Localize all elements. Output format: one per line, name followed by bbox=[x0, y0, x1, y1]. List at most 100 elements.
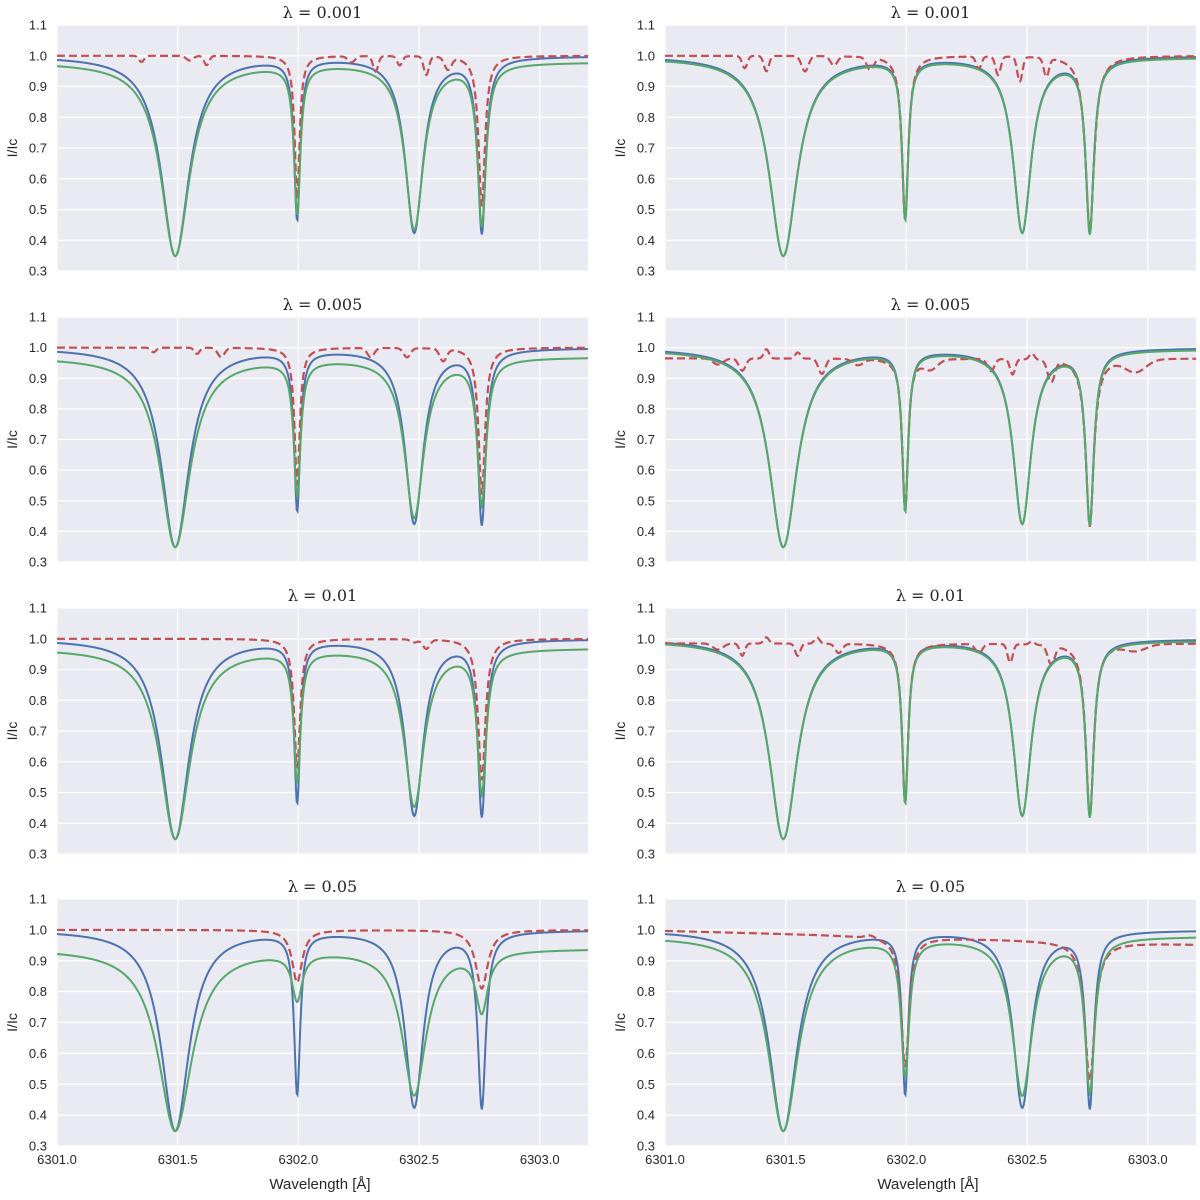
y-tick-label: 0.7 bbox=[637, 1015, 655, 1030]
series-line-2 bbox=[57, 54, 588, 207]
series-line-3 bbox=[57, 357, 588, 549]
y-tick-label: 0.7 bbox=[637, 432, 655, 447]
y-tick-label: 0.6 bbox=[29, 463, 47, 478]
series-line-1 bbox=[665, 930, 1196, 1133]
y-tick-label: 1.1 bbox=[29, 18, 47, 33]
panel-3: 0.3 0.4 0.5 0.6 0.7 0.8 0.9 1.0 1.1 λ = 0.005 I/Ic bbox=[4, 295, 588, 570]
y-tick-label: 0.7 bbox=[29, 432, 47, 447]
y-axis-label: I/Ic bbox=[612, 1013, 628, 1032]
y-tick-label: 0.8 bbox=[29, 693, 47, 708]
y-tick-label: 0.7 bbox=[29, 1015, 47, 1030]
y-tick-label: 0.6 bbox=[29, 171, 47, 186]
y-tick-label: 0.9 bbox=[637, 79, 655, 94]
y-tick-label: 0.8 bbox=[637, 401, 655, 416]
panel-2: 0.3 0.4 0.5 0.6 0.7 0.8 0.9 1.0 1.1 λ = 0.001 I/Ic bbox=[612, 3, 1196, 279]
y-tick-label: 1.1 bbox=[29, 310, 47, 325]
x-tick-label: 6302.5 bbox=[1007, 1152, 1047, 1167]
x-axis-label-left: Wavelength [Å] bbox=[210, 1176, 430, 1193]
y-tick-label: 0.9 bbox=[29, 953, 47, 968]
x-tick-label: 6301.0 bbox=[645, 1152, 685, 1167]
y-tick-label: 1.0 bbox=[29, 631, 47, 646]
y-tick-label: 0.3 bbox=[637, 264, 655, 279]
series-line-2 bbox=[57, 346, 588, 495]
series-line-2 bbox=[57, 637, 588, 781]
series-line-2 bbox=[665, 348, 1196, 528]
x-tick-label: 6302.5 bbox=[399, 1152, 439, 1167]
y-tick-label: 0.3 bbox=[637, 847, 655, 862]
y-axis-label: I/Ic bbox=[612, 430, 628, 449]
y-tick-label: 1.0 bbox=[29, 340, 47, 355]
x-tick-label: 6301.5 bbox=[766, 1152, 806, 1167]
y-tick-label: 0.6 bbox=[637, 754, 655, 769]
series-line-2 bbox=[665, 929, 1196, 1085]
series-line-3 bbox=[57, 62, 588, 258]
y-tick-label: 0.3 bbox=[637, 555, 655, 570]
y-tick-label: 0.5 bbox=[29, 1077, 47, 1092]
y-tick-label: 0.8 bbox=[637, 984, 655, 999]
panel-1: 0.3 0.4 0.5 0.6 0.7 0.8 0.9 1.0 1.1 λ = 0.001 I/Ic bbox=[4, 3, 588, 279]
y-tick-label: 1.1 bbox=[637, 892, 655, 907]
y-tick-label: 0.9 bbox=[29, 662, 47, 677]
y-tick-label: 0.9 bbox=[29, 371, 47, 386]
panel-title: λ = 0.05 bbox=[288, 877, 357, 896]
y-tick-label: 1.0 bbox=[29, 48, 47, 63]
panel-5: 0.3 0.4 0.5 0.6 0.7 0.8 0.9 1.0 1.1 λ = 0.01 I/Ic bbox=[4, 586, 588, 862]
x-tick-label: 6303.0 bbox=[520, 1152, 560, 1167]
series-line-1 bbox=[57, 639, 588, 841]
panel-title: λ = 0.001 bbox=[283, 3, 363, 22]
y-axis-label: I/Ic bbox=[4, 1013, 20, 1032]
y-tick-label: 1.1 bbox=[29, 892, 47, 907]
y-axis-label: I/Ic bbox=[4, 139, 20, 158]
panel-8: 0.3 0.4 0.5 0.6 0.7 0.8 0.9 1.0 1.1 6301.0 6301.5 6… bbox=[612, 877, 1196, 1167]
y-tick-label: 0.7 bbox=[637, 724, 655, 739]
y-tick-label: 1.0 bbox=[637, 48, 655, 63]
y-tick-label: 0.6 bbox=[637, 1046, 655, 1061]
panel-title: λ = 0.005 bbox=[283, 295, 363, 314]
y-tick-label: 0.5 bbox=[29, 493, 47, 508]
y-axis-label: I/Ic bbox=[4, 722, 20, 741]
y-tick-label: 0.5 bbox=[637, 493, 655, 508]
y-tick-label: 0.5 bbox=[29, 785, 47, 800]
y-tick-label: 0.7 bbox=[29, 141, 47, 156]
y-tick-label: 0.9 bbox=[29, 79, 47, 94]
y-tick-label: 0.4 bbox=[29, 524, 47, 539]
series-line-3 bbox=[665, 57, 1196, 258]
y-axis-label: I/Ic bbox=[4, 430, 20, 449]
series-line-3 bbox=[665, 640, 1196, 841]
series-line-3 bbox=[57, 648, 588, 841]
y-tick-label: 0.4 bbox=[29, 233, 47, 248]
y-tick-label: 0.8 bbox=[637, 693, 655, 708]
series-line-1 bbox=[57, 930, 588, 1133]
y-tick-label: 1.0 bbox=[637, 631, 655, 646]
y-tick-label: 0.6 bbox=[637, 463, 655, 478]
y-tick-label: 0.8 bbox=[637, 110, 655, 125]
x-axis-label-left-text: Wavelength [Å] bbox=[269, 1176, 371, 1193]
y-tick-label: 0.7 bbox=[29, 724, 47, 739]
x-tick-label: 6302.0 bbox=[886, 1152, 926, 1167]
x-tick-label: 6301.5 bbox=[158, 1152, 198, 1167]
y-tick-label: 0.8 bbox=[29, 984, 47, 999]
y-tick-label: 1.1 bbox=[29, 601, 47, 616]
y-tick-label: 0.5 bbox=[637, 202, 655, 217]
y-tick-label: 0.3 bbox=[29, 264, 47, 279]
series-line-3 bbox=[665, 349, 1196, 549]
panel-title: λ = 0.01 bbox=[896, 586, 965, 605]
panel-6: 0.3 0.4 0.5 0.6 0.7 0.8 0.9 1.0 1.1 λ = 0.01 I/Ic bbox=[612, 586, 1196, 862]
y-tick-label: 0.9 bbox=[637, 371, 655, 386]
y-tick-label: 0.5 bbox=[637, 1077, 655, 1092]
panel-4: 0.3 0.4 0.5 0.6 0.7 0.8 0.9 1.0 1.1 λ = 0.005 I/Ic bbox=[612, 295, 1196, 570]
y-axis-label: I/Ic bbox=[612, 722, 628, 741]
y-tick-label: 1.1 bbox=[637, 601, 655, 616]
y-axis-label: I/Ic bbox=[612, 139, 628, 158]
y-tick-label: 0.3 bbox=[29, 555, 47, 570]
y-tick-label: 0.9 bbox=[637, 953, 655, 968]
panel-7: 0.3 0.4 0.5 0.6 0.7 0.8 0.9 1.0 1.1 6301.0 6301.5 6… bbox=[4, 877, 588, 1167]
y-tick-label: 0.4 bbox=[637, 524, 655, 539]
x-tick-label: 6303.0 bbox=[1128, 1152, 1168, 1167]
y-tick-label: 0.5 bbox=[29, 202, 47, 217]
y-tick-label: 0.6 bbox=[29, 1046, 47, 1061]
series-line-2 bbox=[665, 54, 1196, 230]
series-line-2 bbox=[57, 928, 588, 991]
y-tick-label: 1.0 bbox=[29, 922, 47, 937]
